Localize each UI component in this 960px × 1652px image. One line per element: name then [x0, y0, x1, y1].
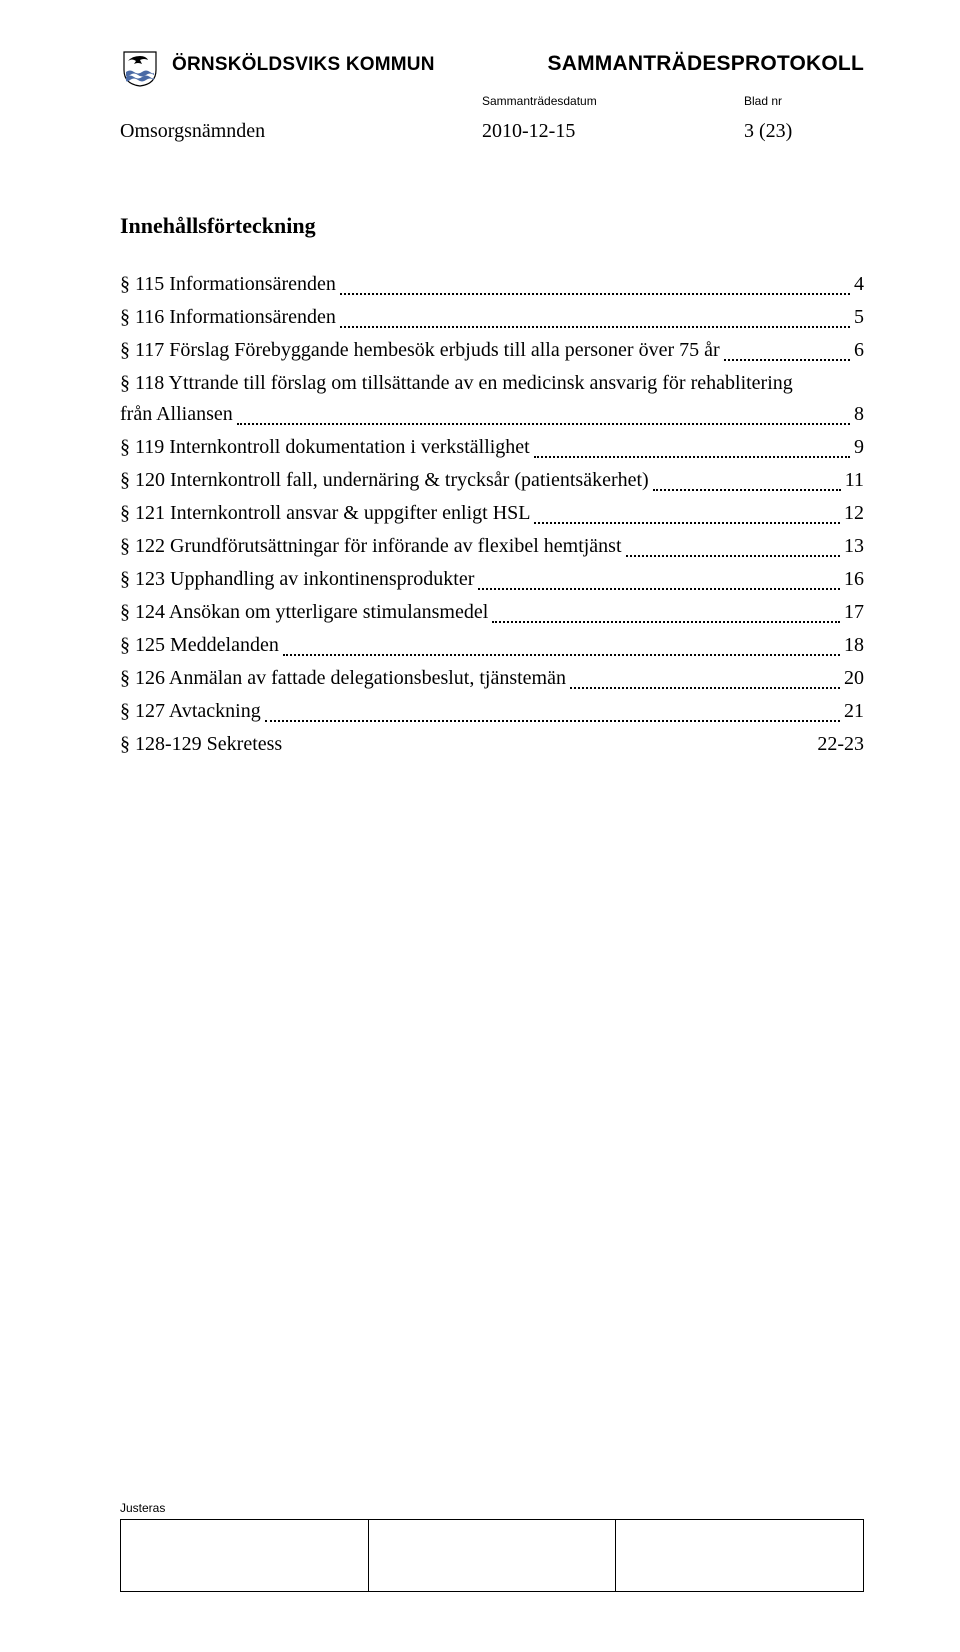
meta-row: Omsorgsnämnden 2010-12-15 3 (23)	[120, 120, 864, 143]
toc-entry: § 118 Yttrande till förslag om tillsätta…	[120, 368, 864, 399]
toc-entry: § 115 Informationsärenden 4	[120, 269, 864, 300]
toc-leader	[492, 621, 840, 623]
toc-page: 6	[852, 335, 864, 366]
toc-label: § 120 Internkontroll fall, undernäring &…	[120, 465, 651, 496]
toc-leader	[283, 654, 840, 656]
signature-table	[120, 1519, 864, 1592]
toc-title: Innehållsförteckning	[120, 213, 864, 239]
toc-page: 11	[843, 465, 864, 496]
toc-leader	[653, 489, 841, 491]
toc-entry: § 125 Meddelanden 18	[120, 630, 864, 661]
toc-page: 18	[842, 630, 864, 661]
toc-label: § 121 Internkontroll ansvar & uppgifter …	[120, 498, 532, 529]
toc-entry: § 128-129 Sekretess 22-23	[120, 729, 864, 760]
page-label: Blad nr	[744, 94, 864, 108]
toc-label: § 118 Yttrande till förslag om tillsätta…	[120, 368, 864, 399]
toc-label: § 126 Anmälan av fattade delegationsbesl…	[120, 663, 568, 694]
page-number: 3 (23)	[744, 120, 864, 143]
header-row: ÖRNSKÖLDSVIKS KOMMUN SAMMANTRÄDESPROTOKO…	[120, 48, 864, 88]
toc-leader	[570, 687, 840, 689]
toc-leader	[340, 326, 850, 328]
toc-page: 21	[842, 696, 864, 727]
toc-label: § 127 Avtackning	[120, 696, 263, 727]
sub-header: Sammanträdesdatum Blad nr	[120, 94, 864, 108]
toc-leader	[626, 555, 840, 557]
toc-entry: § 117 Förslag Förebyggande hembesök erbj…	[120, 335, 864, 366]
toc-label: § 123 Upphandling av inkontinensprodukte…	[120, 564, 476, 595]
committee-name: Omsorgsnämnden	[120, 120, 482, 143]
document-title: SAMMANTRÄDESPROTOKOLL	[548, 48, 864, 76]
toc-leader	[534, 456, 850, 458]
municipal-logo	[120, 48, 160, 88]
toc-label: § 116 Informationsärenden	[120, 302, 338, 333]
toc-label: § 117 Förslag Förebyggande hembesök erbj…	[120, 335, 722, 366]
toc-leader	[265, 720, 840, 722]
toc-leader	[340, 293, 850, 295]
page: ÖRNSKÖLDSVIKS KOMMUN SAMMANTRÄDESPROTOKO…	[0, 0, 960, 1652]
toc-entry: § 126 Anmälan av fattade delegationsbesl…	[120, 663, 864, 694]
toc-page: 22-23	[815, 729, 864, 760]
toc-entry: från Alliansen 8	[120, 399, 864, 430]
toc-leader	[534, 522, 840, 524]
table-of-contents: § 115 Informationsärenden4§ 116 Informat…	[120, 269, 864, 760]
toc-label: § 115 Informationsärenden	[120, 269, 338, 300]
toc-entry: § 116 Informationsärenden 5	[120, 302, 864, 333]
toc-page: 20	[842, 663, 864, 694]
toc-leader	[724, 359, 850, 361]
toc-label: § 125 Meddelanden	[120, 630, 281, 661]
footer: Justeras	[120, 1501, 864, 1592]
toc-entry: § 120 Internkontroll fall, undernäring &…	[120, 465, 864, 496]
toc-leader	[237, 423, 850, 425]
toc-label: § 124 Ansökan om ytterligare stimulansme…	[120, 597, 490, 628]
toc-page: 17	[842, 597, 864, 628]
signature-cell	[121, 1520, 369, 1592]
toc-page: 13	[842, 531, 864, 562]
toc-entry: § 127 Avtackning 21	[120, 696, 864, 727]
toc-page: 16	[842, 564, 864, 595]
toc-entry: § 123 Upphandling av inkontinensprodukte…	[120, 564, 864, 595]
toc-label: från Alliansen	[120, 399, 235, 430]
toc-entry: § 121 Internkontroll ansvar & uppgifter …	[120, 498, 864, 529]
org-name: ÖRNSKÖLDSVIKS KOMMUN	[172, 48, 435, 76]
signature-cell	[616, 1520, 864, 1592]
toc-page: 8	[852, 399, 864, 430]
toc-page: 9	[852, 432, 864, 463]
meeting-date: 2010-12-15	[482, 120, 744, 143]
spacer	[120, 94, 482, 108]
date-label: Sammanträdesdatum	[482, 94, 744, 108]
footer-label: Justeras	[120, 1501, 864, 1515]
toc-page: 4	[852, 269, 864, 300]
toc-page: 12	[842, 498, 864, 529]
toc-label: § 122 Grundförutsättningar för införande…	[120, 531, 624, 562]
toc-entry: § 122 Grundförutsättningar för införande…	[120, 531, 864, 562]
toc-entry: § 119 Internkontroll dokumentation i ver…	[120, 432, 864, 463]
signature-cell	[368, 1520, 616, 1592]
toc-page: 5	[852, 302, 864, 333]
toc-label: § 128-129 Sekretess	[120, 729, 284, 760]
toc-entry: § 124 Ansökan om ytterligare stimulansme…	[120, 597, 864, 628]
toc-label: § 119 Internkontroll dokumentation i ver…	[120, 432, 532, 463]
toc-leader	[478, 588, 840, 590]
